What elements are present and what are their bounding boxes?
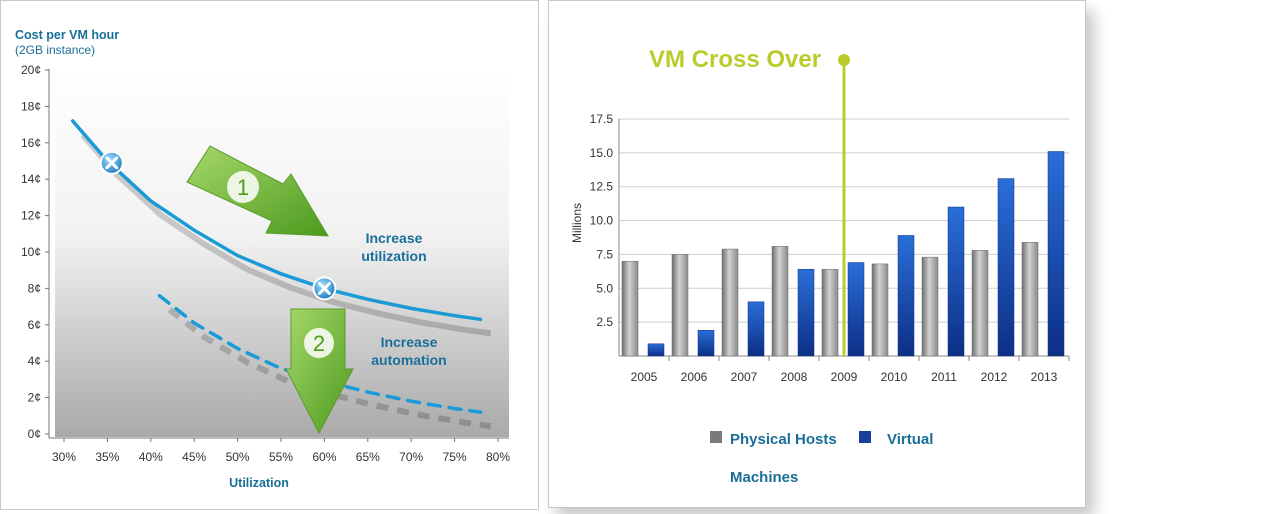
x-tick-label: 30% [52, 450, 76, 464]
curve-shadow [80, 133, 492, 337]
bar-virtual-2007 [747, 301, 765, 357]
legend-label-virtual: Virtual [887, 431, 933, 448]
bar-physical-2009 [821, 269, 839, 357]
y-tick-label: 12.5 [590, 180, 614, 194]
y-tick-label: 2.5 [596, 315, 613, 329]
plot-background [55, 69, 509, 437]
bar-physical-2011 [921, 256, 939, 357]
x-tick-label: 2011 [931, 370, 957, 384]
y-tick-label: 7.5 [596, 247, 613, 261]
bar-physical-2008 [771, 246, 789, 357]
x-tick-label: 2006 [681, 370, 708, 384]
step-2-number: 2 [313, 331, 325, 356]
bar-virtual-2011 [947, 206, 965, 357]
x-tick-label: 2013 [1031, 370, 1058, 384]
bar-virtual-2013 [1047, 151, 1065, 357]
y-tick-label: 12¢ [21, 209, 41, 223]
x-tick-label: 2009 [831, 370, 858, 384]
x-tick-label: 2008 [781, 370, 808, 384]
bar-physical-2013 [1021, 241, 1039, 357]
vm-crossover-chart: Millions 2.5 5.0 7.5 10.0 12.5 15.0 17.5 2005 20… [570, 46, 1070, 486]
x-tick-label: 45% [182, 450, 206, 464]
x-tick-label: 55% [269, 450, 293, 464]
step-1-badge [227, 171, 259, 203]
y-tick-label: 8¢ [28, 281, 41, 295]
annotation-2-line1: Increase [381, 334, 438, 350]
x-tick-label: 65% [356, 450, 380, 464]
bar-virtual-2010 [897, 235, 915, 357]
x-tick-label: 75% [443, 450, 467, 464]
vm-crossover-panel: Millions 2.5 5.0 7.5 10.0 12.5 15.0 17.5 2005 20… [548, 0, 1086, 508]
y-axis-title: Millions [570, 203, 584, 243]
y-tick-label: 6¢ [28, 318, 41, 332]
y-tick-label: 18¢ [21, 99, 41, 113]
bar-physical-2006 [671, 254, 689, 357]
bar-virtual-2008 [797, 269, 815, 357]
legend-label-machines: Machines [730, 469, 798, 486]
x-tick-label: 2012 [981, 370, 1008, 384]
legend-label-physical: Physical Hosts [730, 431, 837, 448]
annotation-1-line2: utilization [361, 248, 426, 264]
step-1-number: 1 [237, 175, 249, 200]
y-tick-label: 14¢ [21, 172, 41, 186]
bar-physical-2012 [971, 250, 989, 357]
bar-physical-2007 [721, 248, 739, 357]
y-tick-label: 16¢ [21, 136, 41, 150]
x-tick-label: 2007 [731, 370, 758, 384]
annotation-2-line2: automation [371, 352, 446, 368]
x-tick-label: 40% [139, 450, 163, 464]
x-tick-label: 50% [226, 450, 250, 464]
chart-title: Cost per VM hour [15, 28, 119, 42]
legend-swatch-physical [710, 431, 722, 443]
y-tick-label: 10.0 [590, 214, 614, 228]
curve-markers [99, 150, 337, 301]
bars [621, 151, 1065, 357]
cost-chart: Cost per VM hour (2GB instance) Utilizat… [15, 28, 510, 490]
y-tick-label: 4¢ [28, 354, 41, 368]
chart-subtitle: (2GB instance) [15, 43, 95, 57]
x-tick-label: 2005 [631, 370, 658, 384]
bar-physical-2010 [871, 263, 889, 357]
curve-shadow [167, 307, 492, 430]
y-tick-label: 5.0 [596, 281, 613, 295]
y-tick-label: 15.0 [590, 146, 614, 160]
y-tick-label: 20¢ [21, 63, 41, 77]
cross-marker [312, 276, 337, 301]
x-tick-label: 35% [95, 450, 119, 464]
x-tick-label: 80% [486, 450, 510, 464]
axis-ticks: 30% 35% 40% 45% 50% 55% 60% 65% 70% 75% 80% 0¢ 2¢ 4¢ 6… [21, 63, 510, 464]
arrow-1: 1 [186, 145, 329, 237]
y-tick-label: 2¢ [28, 391, 41, 405]
bar-physical-2005 [621, 260, 639, 357]
bar-virtual-2006 [697, 330, 715, 357]
legend-swatch-virtual [859, 431, 871, 443]
x-tick-label: 60% [312, 450, 336, 464]
crossover-title: VM Cross Over [649, 46, 821, 73]
y-tick-label: 10¢ [21, 245, 41, 259]
cost-chart-panel: Cost per VM hour (2GB instance) Utilizat… [0, 0, 539, 510]
bar-virtual-2012 [997, 178, 1015, 357]
bar-virtual-2005 [647, 343, 665, 357]
x-axis-title: Utilization [229, 476, 289, 490]
arrow-2: 2 [285, 308, 354, 435]
crossover-dot [838, 54, 850, 66]
x-tick-label: 70% [399, 450, 423, 464]
cost-curve-current [70, 119, 483, 322]
annotation-1-line1: Increase [366, 230, 423, 246]
y-tick-label: 17.5 [590, 112, 614, 126]
cross-marker [99, 150, 124, 175]
x-tick-label: 2010 [881, 370, 908, 384]
axis-ticks: 2.5 5.0 7.5 10.0 12.5 15.0 17.5 2005 2006 2007 200… [590, 112, 1070, 384]
step-2-badge [304, 328, 334, 358]
y-tick-label: 0¢ [28, 427, 41, 441]
bar-virtual-2009 [847, 262, 865, 357]
